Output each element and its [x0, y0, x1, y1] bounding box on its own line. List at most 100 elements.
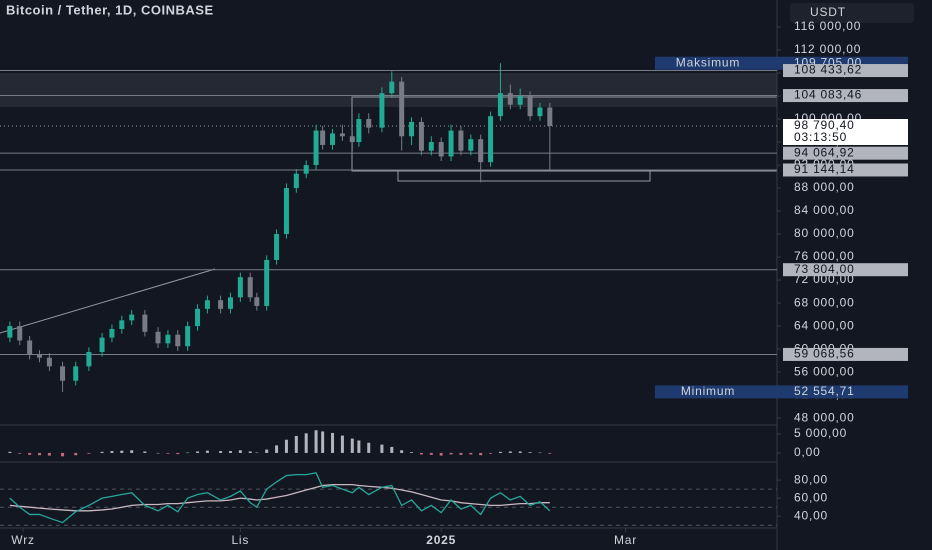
macd-bar — [479, 452, 483, 456]
y-tick-label: 40,00 — [794, 508, 828, 522]
macd-bar — [410, 452, 414, 453]
macd-bar — [449, 452, 453, 455]
candle-body — [109, 328, 115, 338]
macd-bar — [100, 451, 104, 453]
candle-body — [458, 130, 464, 151]
macd-bar — [459, 452, 463, 455]
candle-body — [356, 119, 362, 143]
macd-bar — [284, 439, 288, 453]
macd-bar — [47, 452, 51, 456]
level-badge — [783, 347, 908, 361]
macd-bar — [219, 451, 223, 453]
candle-body — [73, 366, 79, 381]
level-value: 94 064,92 — [794, 145, 855, 159]
macd-bar — [238, 450, 242, 453]
chart-title: Bitcoin / Tether, 1D, COINBASE — [6, 2, 214, 17]
currency[interactable]: USDT — [810, 5, 846, 19]
macd-bar — [196, 451, 200, 453]
candle-body — [165, 334, 171, 344]
candle-body — [313, 130, 319, 166]
extreme-value: 52 554,71 — [794, 384, 855, 398]
candle-body — [237, 277, 243, 298]
candle-body — [142, 314, 148, 332]
macd-bar — [331, 432, 335, 453]
countdown: 03:13:50 — [794, 130, 847, 144]
macd-bar — [340, 435, 344, 453]
candle-body — [247, 277, 253, 298]
y-tick-label: 0,00 — [794, 445, 821, 459]
candle-body — [60, 366, 66, 381]
candle-body — [227, 297, 233, 309]
candle-body — [129, 314, 135, 321]
y-tick-label: 48 000,00 — [794, 410, 855, 424]
candle-body — [17, 326, 23, 341]
candle-body — [37, 354, 43, 358]
macd-bar — [61, 452, 65, 457]
x-tick-label: Lis — [231, 533, 249, 547]
candle-body — [254, 297, 260, 306]
macd-bar — [548, 452, 552, 454]
candle-body — [303, 165, 309, 174]
macd-bar — [130, 450, 134, 453]
macd-bar — [228, 451, 232, 453]
macd-bar — [265, 449, 269, 453]
candle-body — [468, 139, 474, 151]
y-tick-label: 88 000,00 — [794, 180, 855, 194]
candle-body — [478, 139, 484, 163]
macd-bar — [294, 435, 298, 453]
candle-body — [507, 93, 513, 105]
candle-body — [7, 326, 13, 338]
zone — [0, 73, 777, 107]
macd-bar — [429, 452, 433, 455]
current-badge — [783, 119, 908, 146]
macd-bar — [400, 450, 404, 453]
macd-bar — [314, 430, 318, 453]
candle-body — [438, 142, 444, 157]
candle-body — [366, 119, 372, 128]
macd-bar — [186, 452, 190, 454]
candle-body — [86, 351, 92, 367]
candle-body — [428, 142, 434, 151]
candle-body — [218, 300, 224, 309]
candle-body — [264, 259, 270, 306]
candle-body — [418, 121, 424, 151]
candle-body — [488, 116, 494, 163]
currency-button[interactable] — [790, 3, 914, 23]
y-tick-label: 80 000,00 — [794, 226, 855, 240]
level-badge — [783, 146, 908, 160]
candle-body — [119, 320, 125, 329]
y-tick-label: 68 000,00 — [794, 295, 855, 309]
candle-body — [330, 133, 336, 145]
candle-body — [27, 340, 33, 355]
y-tick-label: 60,00 — [794, 490, 828, 504]
y-tick-label: 76 000,00 — [794, 249, 855, 263]
macd-bar — [248, 451, 252, 453]
macd-bar — [74, 452, 78, 456]
candle-body — [517, 96, 523, 105]
macd-bar — [120, 450, 124, 453]
trend-line — [0, 268, 216, 334]
macd-bar — [176, 452, 180, 455]
macd-bar — [367, 442, 371, 453]
macd-bar — [508, 451, 512, 453]
candle-body — [46, 357, 52, 367]
y-tick-label: 5 000,00 — [794, 426, 847, 440]
level-value: 104 083,46 — [794, 88, 862, 102]
level-badge — [783, 263, 908, 277]
macd-bar — [390, 446, 394, 453]
extreme-badge — [655, 385, 908, 399]
macd-bar — [28, 452, 32, 455]
candle-body — [527, 96, 533, 117]
macd-bar — [143, 451, 147, 453]
current-value: 98 790,40 — [794, 118, 855, 132]
macd-bar — [156, 452, 160, 454]
candle-body — [349, 136, 355, 143]
candle-body — [339, 133, 345, 137]
candle-body — [448, 130, 454, 157]
candle-body — [195, 308, 201, 327]
macd-bar — [18, 452, 22, 454]
macd-bar — [87, 452, 91, 454]
y-tick-label: 64 000,00 — [794, 318, 855, 332]
